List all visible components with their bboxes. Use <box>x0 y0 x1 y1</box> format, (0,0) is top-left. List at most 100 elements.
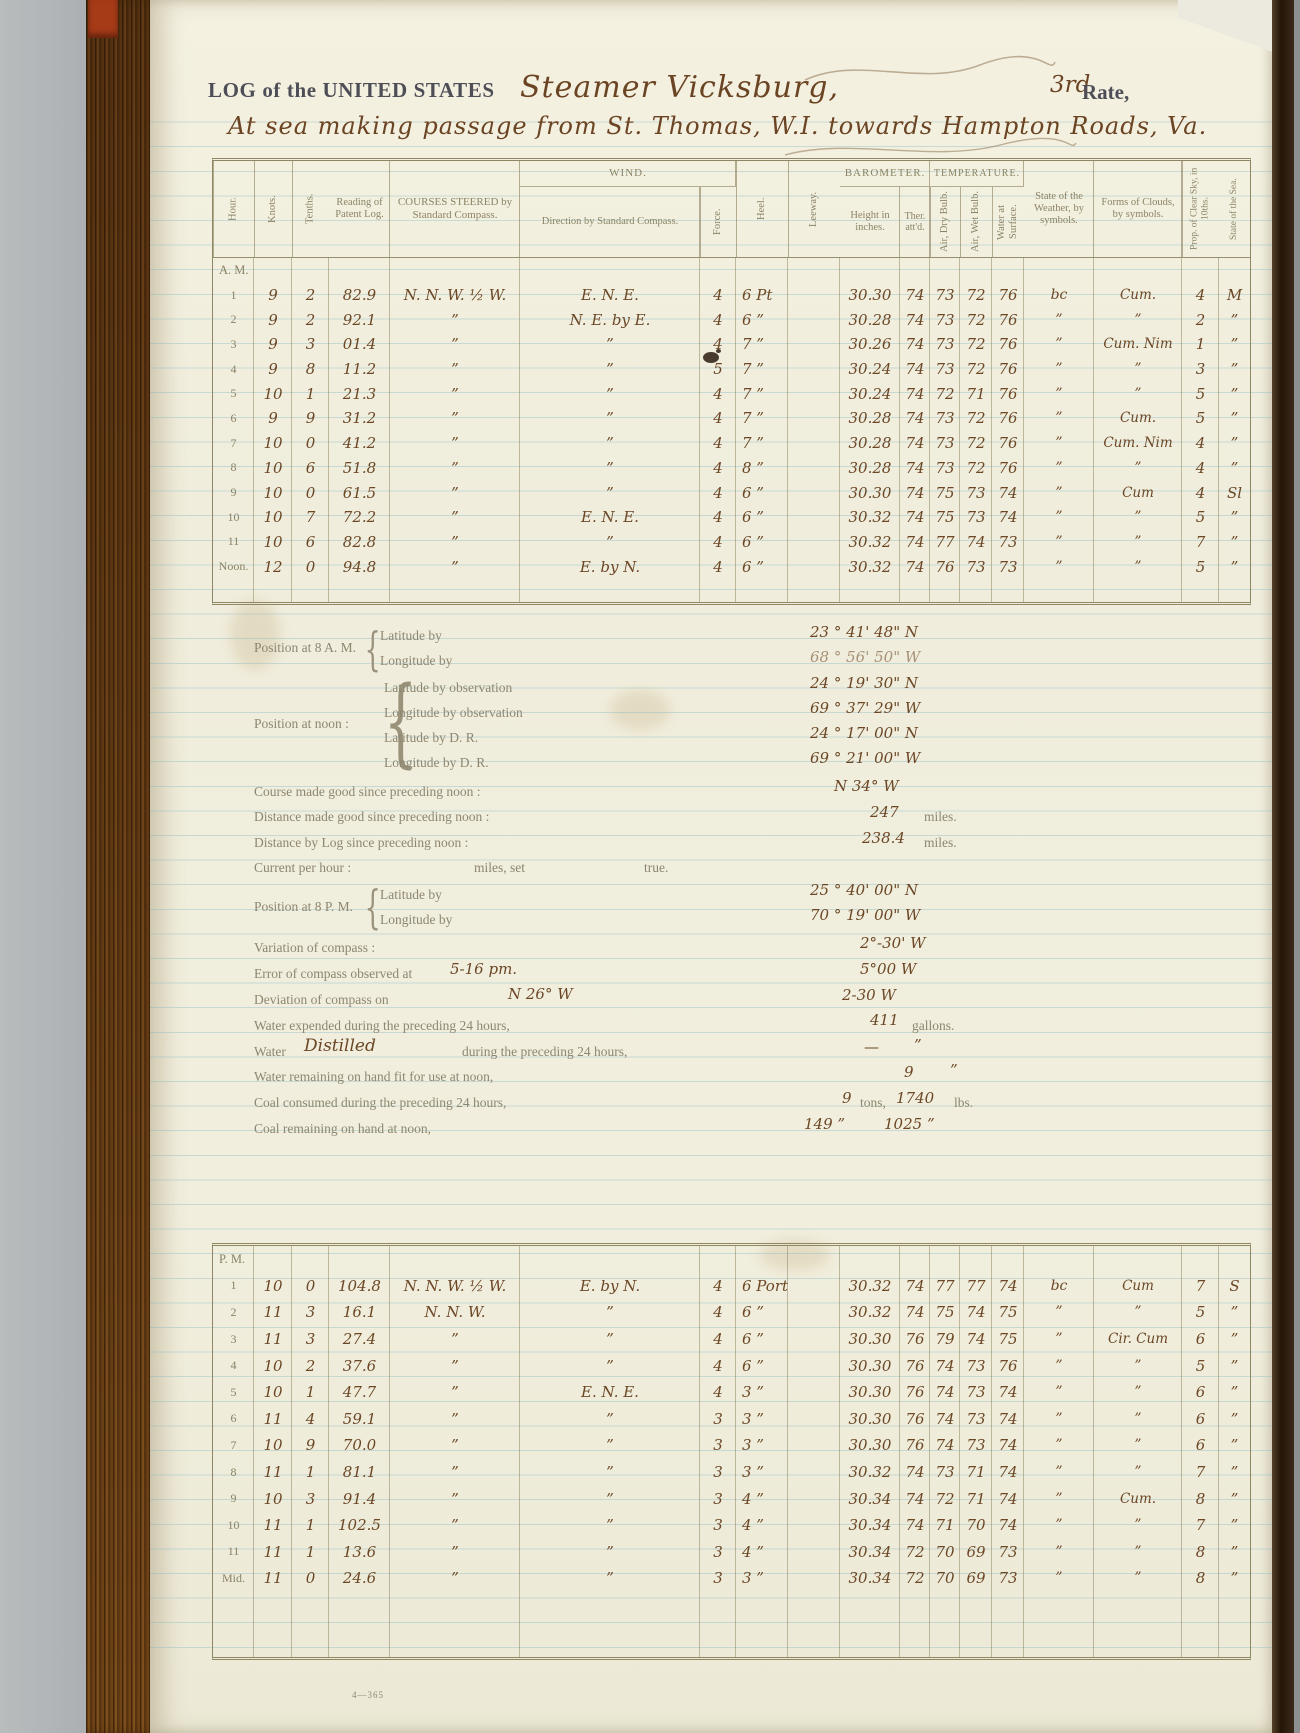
log-cell: 3 <box>292 332 329 357</box>
col-clear-sky: Prop. of Clear Sky, in 10ths. <box>1182 161 1219 257</box>
log-cell: 3 ” <box>736 1459 788 1486</box>
log-cell: 77 <box>930 1273 960 1300</box>
am-table-body: A. M. 1 9 2 82.9 N. N. W. ½ W. E. N. E. 4 6 Pt 30… <box>213 258 1250 602</box>
log-cell: ” <box>390 381 520 406</box>
log-cell: ” <box>390 505 520 530</box>
col-air-wet: Air, Wet Bulb. <box>960 187 992 257</box>
log-cell <box>520 1618 700 1645</box>
log-cell: 41.2 <box>329 431 390 456</box>
log-cell: 9 <box>213 480 254 505</box>
log-cell: 51.8 <box>329 456 390 481</box>
col-heel: Heel. <box>736 161 788 257</box>
water-during-label: during the preceding 24 hours, <box>462 1044 628 1059</box>
log-cell: 6 ” <box>736 1299 788 1326</box>
log-cell: 74 <box>900 381 930 406</box>
water-distilled-value: — <box>864 1038 879 1056</box>
log-cell: ” <box>1230 1436 1239 1455</box>
log-cell: ” <box>1094 1432 1182 1459</box>
col-direction: Direction by Standard Compass. <box>520 187 700 257</box>
binding-edge <box>1272 0 1294 1733</box>
log-cell: 74 <box>992 480 1024 505</box>
log-cell: 11.2 <box>329 357 390 382</box>
log-cell: 6 ” <box>736 1352 788 1379</box>
log-cell: 8 <box>213 1459 254 1486</box>
long-by-value: 68 ° 56' 50" W <box>810 648 921 666</box>
log-cell: 0 <box>292 480 329 505</box>
log-cell <box>1094 1246 1182 1273</box>
log-cell: 4 <box>292 1406 329 1433</box>
log-cell: Sl <box>1226 483 1243 502</box>
log-cell <box>736 579 788 602</box>
dist-by-log-unit: miles. <box>924 835 957 850</box>
log-cell <box>960 1592 992 1619</box>
log-cell <box>736 1645 788 1657</box>
log-cell: 21.3 <box>329 381 390 406</box>
log-cell: 16.1 <box>329 1299 390 1326</box>
log-cell: ” <box>1230 532 1239 551</box>
log-cell: 6 <box>1182 1326 1219 1353</box>
log-cell: 74 <box>900 1512 930 1539</box>
log-cell: ” <box>1094 505 1182 530</box>
log-cell: 3 <box>700 1565 736 1592</box>
log-cell: 5 <box>1182 554 1219 579</box>
log-cell <box>700 1592 736 1619</box>
log-cell: 5 <box>213 381 254 406</box>
log-cell: 94.8 <box>329 554 390 579</box>
log-cell: 72.2 <box>329 505 390 530</box>
log-cell <box>992 579 1024 602</box>
rate-ordinal: 3rd <box>1050 72 1091 98</box>
log-cell: N. N. W. ½ W. <box>390 283 520 308</box>
log-cell: 3 <box>292 1299 329 1326</box>
col-height: Height in inches. <box>840 187 900 257</box>
log-cell: 9 <box>254 357 292 382</box>
log-cell: 76 <box>930 554 960 579</box>
coal-consumed-lbs-unit: lbs. <box>954 1095 974 1110</box>
log-cell: 10 <box>254 431 292 456</box>
log-cell: 0 <box>292 1273 329 1300</box>
log-cell <box>900 1645 930 1657</box>
log-cell: ” <box>1024 357 1094 382</box>
voyage-line: At sea making passage from St. Thomas, W… <box>228 112 1208 140</box>
log-cell: 12 <box>254 554 292 579</box>
log-cell: 4 <box>700 283 736 308</box>
log-cell: Noon. <box>213 554 254 579</box>
log-cell <box>254 1618 292 1645</box>
log-cell: 75 <box>992 1326 1024 1353</box>
log-cell <box>292 1246 329 1273</box>
log-cell: 3 <box>213 1326 254 1353</box>
log-cell: ” <box>520 1485 700 1512</box>
log-cell: 91.4 <box>329 1485 390 1512</box>
log-cell <box>520 579 700 602</box>
deviation-heading: N 26° W <box>508 985 573 1003</box>
log-cell: ” <box>520 1406 700 1433</box>
log-cell <box>1182 1618 1219 1645</box>
log-cell: 4 <box>700 1379 736 1406</box>
log-cell <box>700 258 736 283</box>
log-cell <box>900 579 930 602</box>
log-cell <box>992 1645 1024 1657</box>
col-air-dry: Air, Dry Bulb. <box>930 187 960 257</box>
log-cell: ” <box>520 381 700 406</box>
log-cell: ” <box>390 530 520 555</box>
log-cell: ” <box>390 1512 520 1539</box>
log-cell: ” <box>1024 554 1094 579</box>
col-water-surface: Water at Surface. <box>992 187 1024 257</box>
log-cell <box>390 1618 520 1645</box>
log-cell: 2 <box>1182 307 1219 332</box>
log-cell <box>960 1645 992 1657</box>
log-cell: 30.30 <box>840 480 900 505</box>
log-cell: 74 <box>900 357 930 382</box>
log-cell <box>788 1246 840 1273</box>
wind-band: WIND. <box>520 161 736 187</box>
log-cell: 59.1 <box>329 1406 390 1433</box>
log-cell: E. N. E. <box>520 283 700 308</box>
log-cell: 7 ” <box>736 332 788 357</box>
log-cell <box>788 1299 840 1326</box>
log-cell <box>254 579 292 602</box>
log-cell <box>254 1246 292 1273</box>
log-cell: M <box>1226 286 1243 305</box>
log-cell <box>992 1246 1024 1273</box>
vessel-name: Steamer Vicksburg, <box>520 70 840 105</box>
log-cell: 4 <box>700 1273 736 1300</box>
log-cell: 2 <box>213 307 254 332</box>
